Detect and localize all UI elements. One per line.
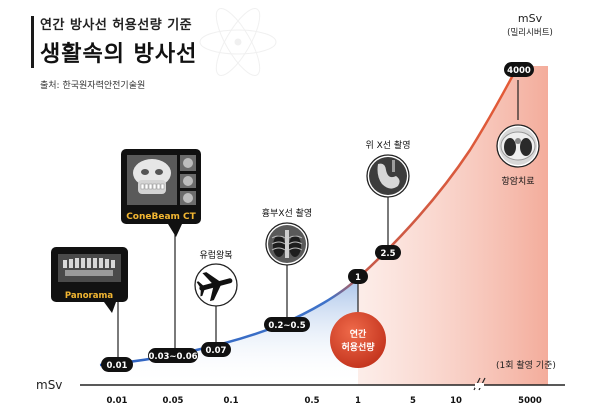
source-credit: 출처: 한국원자력안전기술원 [40,81,146,91]
pill-value-stomach: 2.5 [380,249,395,259]
tick-label: 0.01 [107,396,128,406]
airplane-badge [194,263,238,307]
label-chest: 흉부X선 촬영 [262,207,312,219]
tick-label: 0.5 [304,396,319,406]
page-title: 생활속의 방사선 [40,42,198,67]
lung-ct-badge [496,124,540,168]
unit-msv: mSv [517,12,543,25]
pill-value-conebeam: 0.03~0.06 [148,352,197,362]
stomach-xray-icon [377,160,400,189]
tick-label: 0.1 [223,396,238,406]
pill-value-annual: 1 [355,273,361,283]
chest-xray-badge [265,222,309,266]
label-flight: 유럽왕복 [199,250,232,261]
label-stomach: 위 X선 촬영 [365,140,410,151]
annual-limit-circle [330,312,386,368]
airplane-icon [196,272,233,302]
panorama-callout [51,247,128,313]
value-pills [101,62,534,372]
stomach-xray-badge [366,154,410,198]
pill-value-panorama: 0.01 [107,361,128,371]
title-accent-bar [31,16,34,68]
axis-unit-bottom: mSv [36,378,63,392]
teeth-xray-icon [63,258,115,276]
annual-label-line2: 허용선량 [341,341,375,353]
page-subtitle: 연간 방사선 허용선량 기준 [40,18,193,33]
label-cancer: 항암치료 [501,175,534,187]
tick-label: 5 [410,396,416,406]
measurement-note: (1회 촬영 기준) [496,361,556,371]
lung-ct-icon [500,131,536,161]
label-conebeam: ConeBeam CT [126,212,196,222]
tick-label: 1 [355,396,361,406]
tick-label: 0.05 [163,396,184,406]
annual-label-line1: 연간 [350,328,367,340]
pill-value-flight: 0.07 [206,346,227,356]
pill-value-cancer: 4000 [507,66,531,76]
atom-watermark-icon [199,8,277,76]
label-panorama: Panorama [65,291,113,301]
chest-xray-icon [271,230,303,258]
conebeam-callout [121,149,201,237]
pill-value-chest: 0.2~0.5 [268,321,305,331]
skull-3d-icon [133,159,171,194]
tick-label: 5000 [518,396,542,406]
tick-label: 10 [450,396,462,406]
area-red [358,66,548,385]
unit-label: mSv (밀리시버트) [495,12,565,38]
unit-korean: (밀리시버트) [507,28,553,38]
